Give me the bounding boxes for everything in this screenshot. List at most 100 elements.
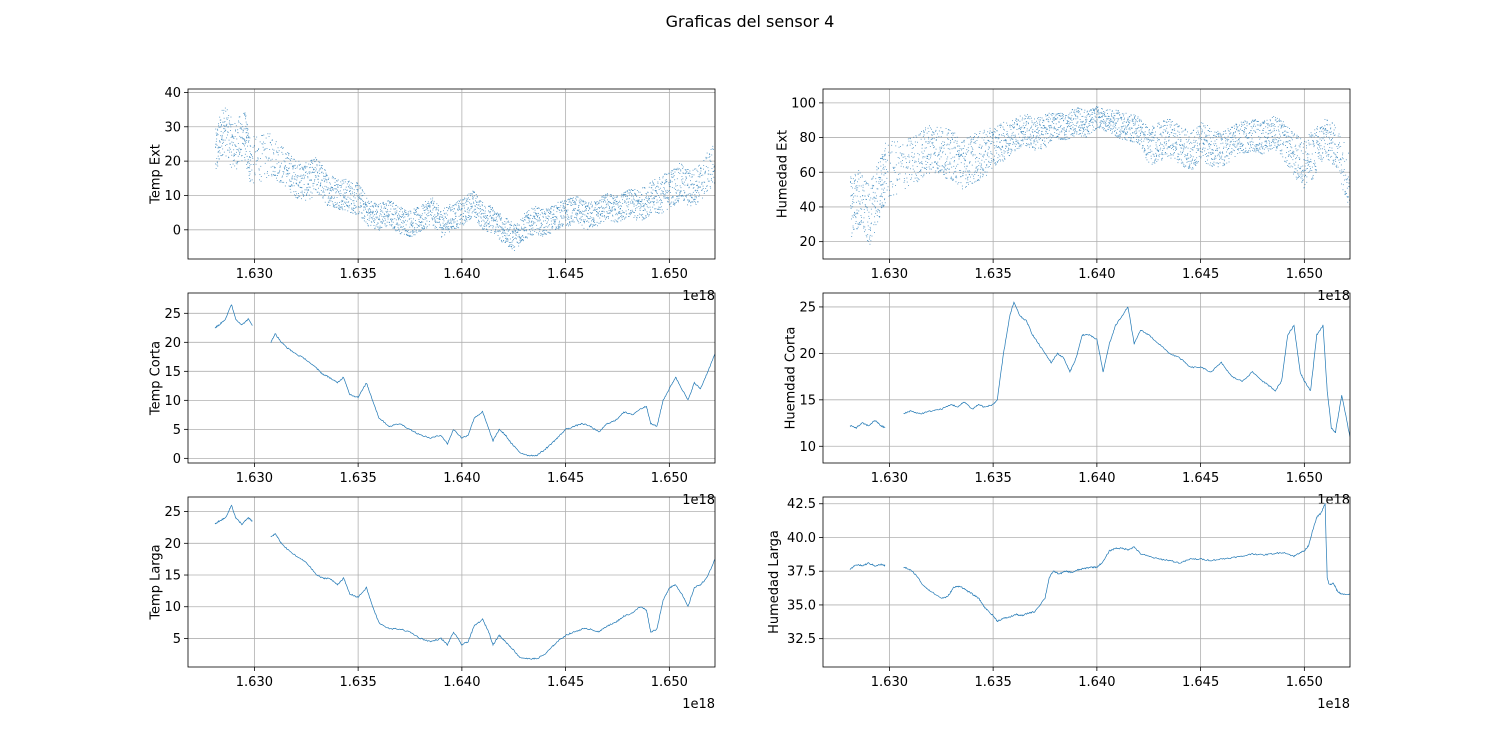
data-point: [986, 165, 988, 167]
data-point: [1041, 139, 1043, 141]
data-point: [974, 154, 976, 156]
data-point: [604, 216, 605, 218]
data-point: [222, 148, 224, 150]
data-point: [400, 216, 402, 218]
data-point: [526, 212, 528, 214]
data-point: [454, 208, 455, 210]
data-point: [675, 201, 677, 203]
data-point: [853, 193, 855, 194]
data-point: [1011, 138, 1013, 140]
data-point: [1062, 138, 1064, 140]
data-point: [971, 164, 973, 166]
data-point: [563, 223, 564, 225]
data-point: [494, 220, 496, 222]
data-point: [406, 220, 408, 222]
data-point: [979, 153, 980, 155]
data-point: [428, 204, 430, 206]
data-point: [959, 154, 961, 156]
data-point: [672, 204, 674, 205]
data-point: [436, 218, 438, 219]
data-point: [917, 178, 919, 180]
data-point: [976, 134, 977, 135]
data-point: [1040, 146, 1042, 148]
data-point: [392, 213, 393, 215]
data-point: [696, 184, 698, 186]
data-point: [228, 115, 230, 116]
data-point: [326, 175, 328, 177]
data-point: [981, 137, 983, 139]
data-point: [277, 172, 279, 174]
data-point: [1034, 141, 1036, 143]
data-point: [561, 217, 563, 219]
data-point: [296, 175, 298, 177]
data-point: [1092, 121, 1094, 123]
data-point: [911, 177, 912, 179]
data-point: [361, 198, 363, 200]
data-point: [455, 204, 457, 206]
data-point: [999, 148, 1001, 149]
data-point: [411, 223, 413, 225]
data-point: [988, 160, 990, 162]
data-point: [480, 210, 481, 212]
data-point: [954, 147, 956, 149]
data-point: [567, 204, 569, 205]
data-point: [335, 191, 337, 193]
data-point: [496, 220, 498, 222]
data-point: [942, 152, 943, 154]
data-point: [594, 201, 595, 203]
data-point: [664, 179, 666, 181]
data-point: [377, 206, 379, 208]
data-point: [969, 161, 971, 163]
data-point: [216, 144, 218, 146]
data-point: [217, 155, 219, 157]
data-point: [534, 222, 536, 224]
data-point: [483, 220, 485, 222]
data-point: [330, 186, 332, 188]
data-point: [947, 129, 949, 131]
data-point: [389, 222, 390, 223]
data-point: [325, 189, 327, 191]
data-point: [429, 205, 431, 207]
data-point: [602, 196, 603, 198]
data-point: [1069, 122, 1071, 123]
data-point: [1020, 131, 1022, 133]
data-point: [976, 140, 978, 141]
data-point: [1024, 138, 1026, 140]
data-point: [1063, 138, 1065, 140]
data-point: [947, 156, 949, 158]
data-point: [628, 204, 630, 206]
data-point: [407, 213, 409, 214]
data-point: [1063, 127, 1065, 129]
data-point: [345, 186, 347, 188]
data-point: [1035, 137, 1037, 139]
data-point: [540, 234, 542, 236]
data-point: [686, 194, 688, 196]
data-point: [360, 192, 362, 194]
data-point: [1088, 123, 1090, 124]
data-point: [229, 123, 231, 125]
data-point: [609, 201, 611, 203]
data-point: [435, 222, 437, 223]
data-point: [605, 218, 606, 220]
data-point: [890, 152, 892, 154]
data-point: [440, 211, 441, 213]
data-point: [705, 166, 707, 167]
data-point: [1011, 135, 1013, 137]
data-point: [488, 210, 489, 212]
data-point: [516, 232, 518, 233]
data-point: [359, 196, 361, 198]
data-point: [235, 125, 237, 127]
data-point: [499, 225, 500, 227]
data-point: [957, 151, 958, 152]
data-point: [701, 189, 702, 191]
data-point: [522, 228, 524, 230]
data-point: [585, 210, 587, 212]
data-point: [705, 170, 706, 172]
data-point: [368, 200, 370, 202]
data-point: [646, 205, 648, 207]
data-point: [1099, 116, 1101, 118]
data-point: [253, 182, 255, 184]
data-point: [418, 219, 420, 220]
data-point: [1097, 113, 1099, 115]
data-point: [876, 173, 878, 175]
